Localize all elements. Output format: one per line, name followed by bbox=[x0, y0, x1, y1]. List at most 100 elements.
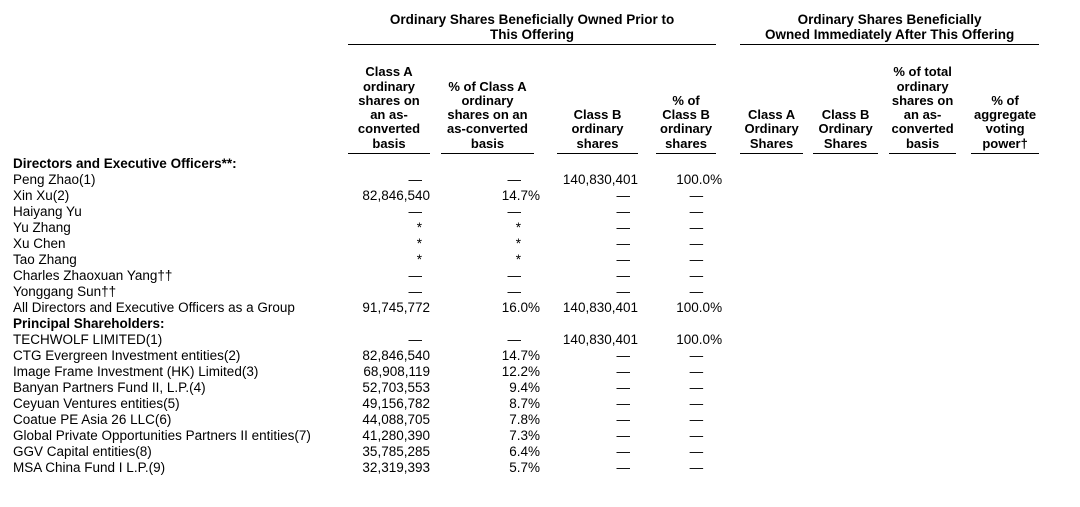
cell-value bbox=[971, 188, 1039, 204]
cell-value bbox=[740, 204, 803, 220]
column-gap bbox=[956, 380, 971, 396]
cell-value bbox=[557, 316, 638, 332]
column-gap bbox=[638, 204, 656, 220]
cell-value: — bbox=[616, 444, 631, 459]
cell-value bbox=[971, 236, 1039, 252]
cell-value bbox=[971, 284, 1039, 300]
percent-value: 8.7% bbox=[509, 396, 540, 411]
column-gap bbox=[803, 172, 813, 188]
cell-value: * bbox=[416, 220, 422, 235]
cell-value bbox=[740, 380, 803, 396]
cell-value bbox=[740, 428, 803, 444]
column-gap bbox=[878, 154, 889, 173]
col-header-class-a-prior: Class A ordinary shares on an as- conver… bbox=[348, 44, 430, 154]
row-label: TECHWOLF LIMITED(1) bbox=[13, 332, 163, 347]
row-label: MSA China Fund I L.P.(9) bbox=[13, 460, 166, 475]
column-gap bbox=[716, 154, 740, 173]
group-header-after-offering: Ordinary Shares Beneficially Owned Immed… bbox=[740, 0, 1040, 45]
column-gap bbox=[956, 236, 971, 252]
cell-value bbox=[971, 444, 1039, 460]
column-gap bbox=[638, 332, 656, 348]
right-margin-spacer bbox=[1039, 252, 1080, 268]
col-header-pct-class-a-prior: % of Class A ordinary shares on an as-co… bbox=[441, 44, 534, 154]
col-header-class-b-prior: Class B ordinary shares bbox=[557, 44, 638, 154]
cell-value: 7.8% bbox=[441, 412, 540, 428]
cell-value: — bbox=[689, 220, 704, 235]
column-gap bbox=[716, 236, 740, 252]
label-column-spacer bbox=[0, 45, 348, 154]
shareholder-row: MSA China Fund I L.P.(9) 32,319,393 5.7% — — bbox=[0, 460, 1080, 476]
cell-value bbox=[813, 204, 878, 220]
cell-value: 8.7% bbox=[441, 396, 540, 412]
percent-value: 16.0% bbox=[501, 300, 540, 315]
cell-value bbox=[348, 316, 430, 332]
percent-value: 9.4% bbox=[509, 380, 540, 395]
cell-value bbox=[971, 268, 1039, 284]
column-gap bbox=[716, 380, 740, 396]
column-gap bbox=[430, 188, 441, 204]
cell-value bbox=[813, 380, 878, 396]
cell-value: 100.0% bbox=[656, 332, 722, 348]
row-label: Tao Zhang bbox=[13, 252, 77, 267]
cell-value: 12.2% bbox=[441, 364, 540, 380]
column-gap bbox=[878, 188, 889, 204]
cell-value: 5.7% bbox=[441, 460, 540, 476]
col-header-pct-class-b-prior: % of Class B ordinary shares bbox=[656, 44, 717, 154]
column-gap bbox=[878, 364, 889, 380]
shareholder-row: Tao Zhang * * — — bbox=[0, 252, 1080, 268]
column-gap bbox=[878, 444, 889, 460]
shareholder-row: Peng Zhao(1) — — 140,830,401 100.0% bbox=[0, 172, 1080, 188]
cell-value bbox=[889, 172, 956, 188]
column-gap bbox=[878, 220, 889, 236]
cell-value bbox=[971, 380, 1039, 396]
percent-value: 100.0% bbox=[676, 332, 723, 347]
cell-value bbox=[971, 220, 1039, 236]
column-gap bbox=[803, 300, 813, 316]
column-gap bbox=[638, 380, 656, 396]
column-gap bbox=[430, 300, 441, 316]
cell-value: — bbox=[616, 460, 631, 475]
right-margin-spacer bbox=[1039, 172, 1080, 188]
column-gap bbox=[956, 252, 971, 268]
cell-value: * bbox=[515, 252, 521, 267]
column-gap bbox=[716, 268, 740, 284]
cell-value bbox=[813, 348, 878, 364]
column-gap bbox=[638, 300, 656, 316]
cell-value bbox=[889, 300, 956, 316]
row-label: Xin Xu(2) bbox=[13, 188, 70, 203]
column-gap bbox=[878, 428, 889, 444]
group-gap bbox=[716, 45, 740, 154]
cell-value: — bbox=[507, 268, 522, 283]
cell-value: — bbox=[689, 284, 704, 299]
cell-value bbox=[557, 154, 638, 173]
column-gap bbox=[803, 348, 813, 364]
column-gap bbox=[803, 460, 813, 476]
row-label: Haiyang Yu bbox=[13, 204, 82, 219]
shareholder-row: CTG Evergreen Investment entities(2) 82,8… bbox=[0, 348, 1080, 364]
table-body: Directors and Executive Officers**: Peng … bbox=[0, 154, 1080, 477]
column-gap bbox=[430, 364, 441, 380]
shareholder-row: Global Private Opportunities Partners II… bbox=[0, 428, 1080, 444]
column-gap bbox=[803, 45, 813, 154]
right-margin-spacer bbox=[1039, 284, 1080, 300]
column-gap bbox=[430, 332, 441, 348]
cell-value: — bbox=[689, 444, 704, 459]
cell-value bbox=[813, 252, 878, 268]
cell-value bbox=[813, 460, 878, 476]
column-gap bbox=[956, 332, 971, 348]
cell-value: 6.4% bbox=[441, 444, 540, 460]
cell-value: — bbox=[689, 428, 704, 443]
percent-value: 14.7% bbox=[501, 348, 540, 363]
table-header: Ordinary Shares Beneficially Owned Prior… bbox=[0, 0, 1080, 154]
column-gap bbox=[803, 444, 813, 460]
cell-value: — bbox=[408, 268, 423, 283]
column-gap bbox=[878, 284, 889, 300]
column-gap bbox=[956, 364, 971, 380]
cell-value bbox=[656, 154, 716, 173]
cell-value: — bbox=[408, 332, 423, 347]
cell-value: 14.7% bbox=[441, 348, 540, 364]
right-margin-spacer bbox=[1039, 380, 1080, 396]
shareholder-row: Coatue PE Asia 26 LLC(6) 44,088,705 7.8% — — bbox=[0, 412, 1080, 428]
column-gap bbox=[430, 396, 441, 412]
cell-value bbox=[813, 188, 878, 204]
